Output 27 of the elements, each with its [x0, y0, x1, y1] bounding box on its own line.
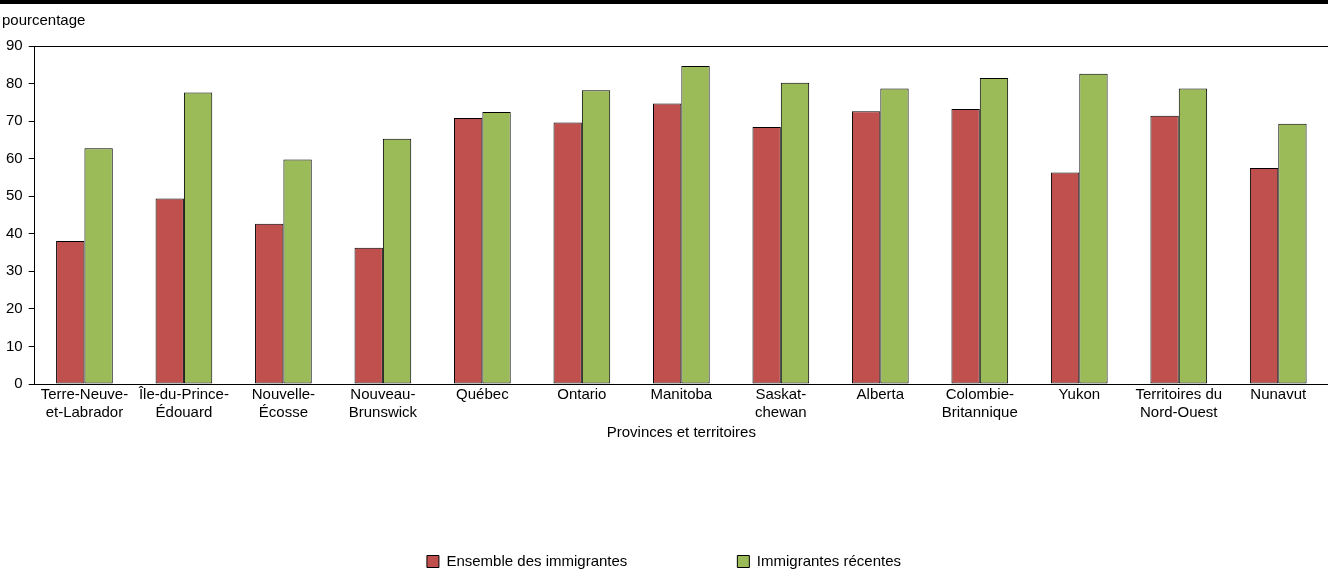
y-tick-label: 80: [6, 73, 23, 91]
y-tick-label: 60: [6, 148, 23, 166]
y-tick-label: 0: [14, 374, 23, 392]
y-tick-label: 10: [6, 336, 23, 354]
legend-label: Ensemble des immigrantes: [446, 551, 628, 569]
x-axis-title: Provinces et territoires: [606, 423, 756, 441]
x-tick-label: Manitoba: [650, 385, 713, 403]
y-tick-label: 30: [6, 261, 23, 279]
x-tick-label: Nouveau-Brunswick: [348, 385, 418, 421]
x-tick-label: Québec: [456, 385, 510, 403]
x-tick-label: Nunavut: [1250, 385, 1308, 403]
y-tick-label: 20: [6, 299, 23, 317]
legend-label: Immigrantes récentes: [756, 551, 902, 569]
y-tick-label: 90: [6, 36, 23, 54]
y-tick-label: 70: [6, 111, 23, 129]
x-tick-label: Saskat-chewan: [754, 385, 807, 421]
y-tick-label: 50: [6, 186, 23, 204]
x-tick-label: Nouvelle-Écosse: [251, 385, 316, 421]
x-tick-label: Terre-Neuve-et-Labrador: [40, 385, 129, 421]
x-tick-label: Ontario: [557, 385, 607, 403]
x-tick-label: Alberta: [856, 385, 905, 403]
y-tick-label: 40: [6, 223, 23, 241]
x-tick-label: Territoires du Nord-Ouest: [1135, 385, 1223, 421]
x-tick-label: Colombie-Britannique: [941, 385, 1018, 421]
x-tick-label: Yukon: [1058, 385, 1101, 403]
y-axis-title: pourcentage: [2, 10, 86, 28]
x-tick-label: Île-du-Prince-Édouard: [137, 385, 229, 421]
